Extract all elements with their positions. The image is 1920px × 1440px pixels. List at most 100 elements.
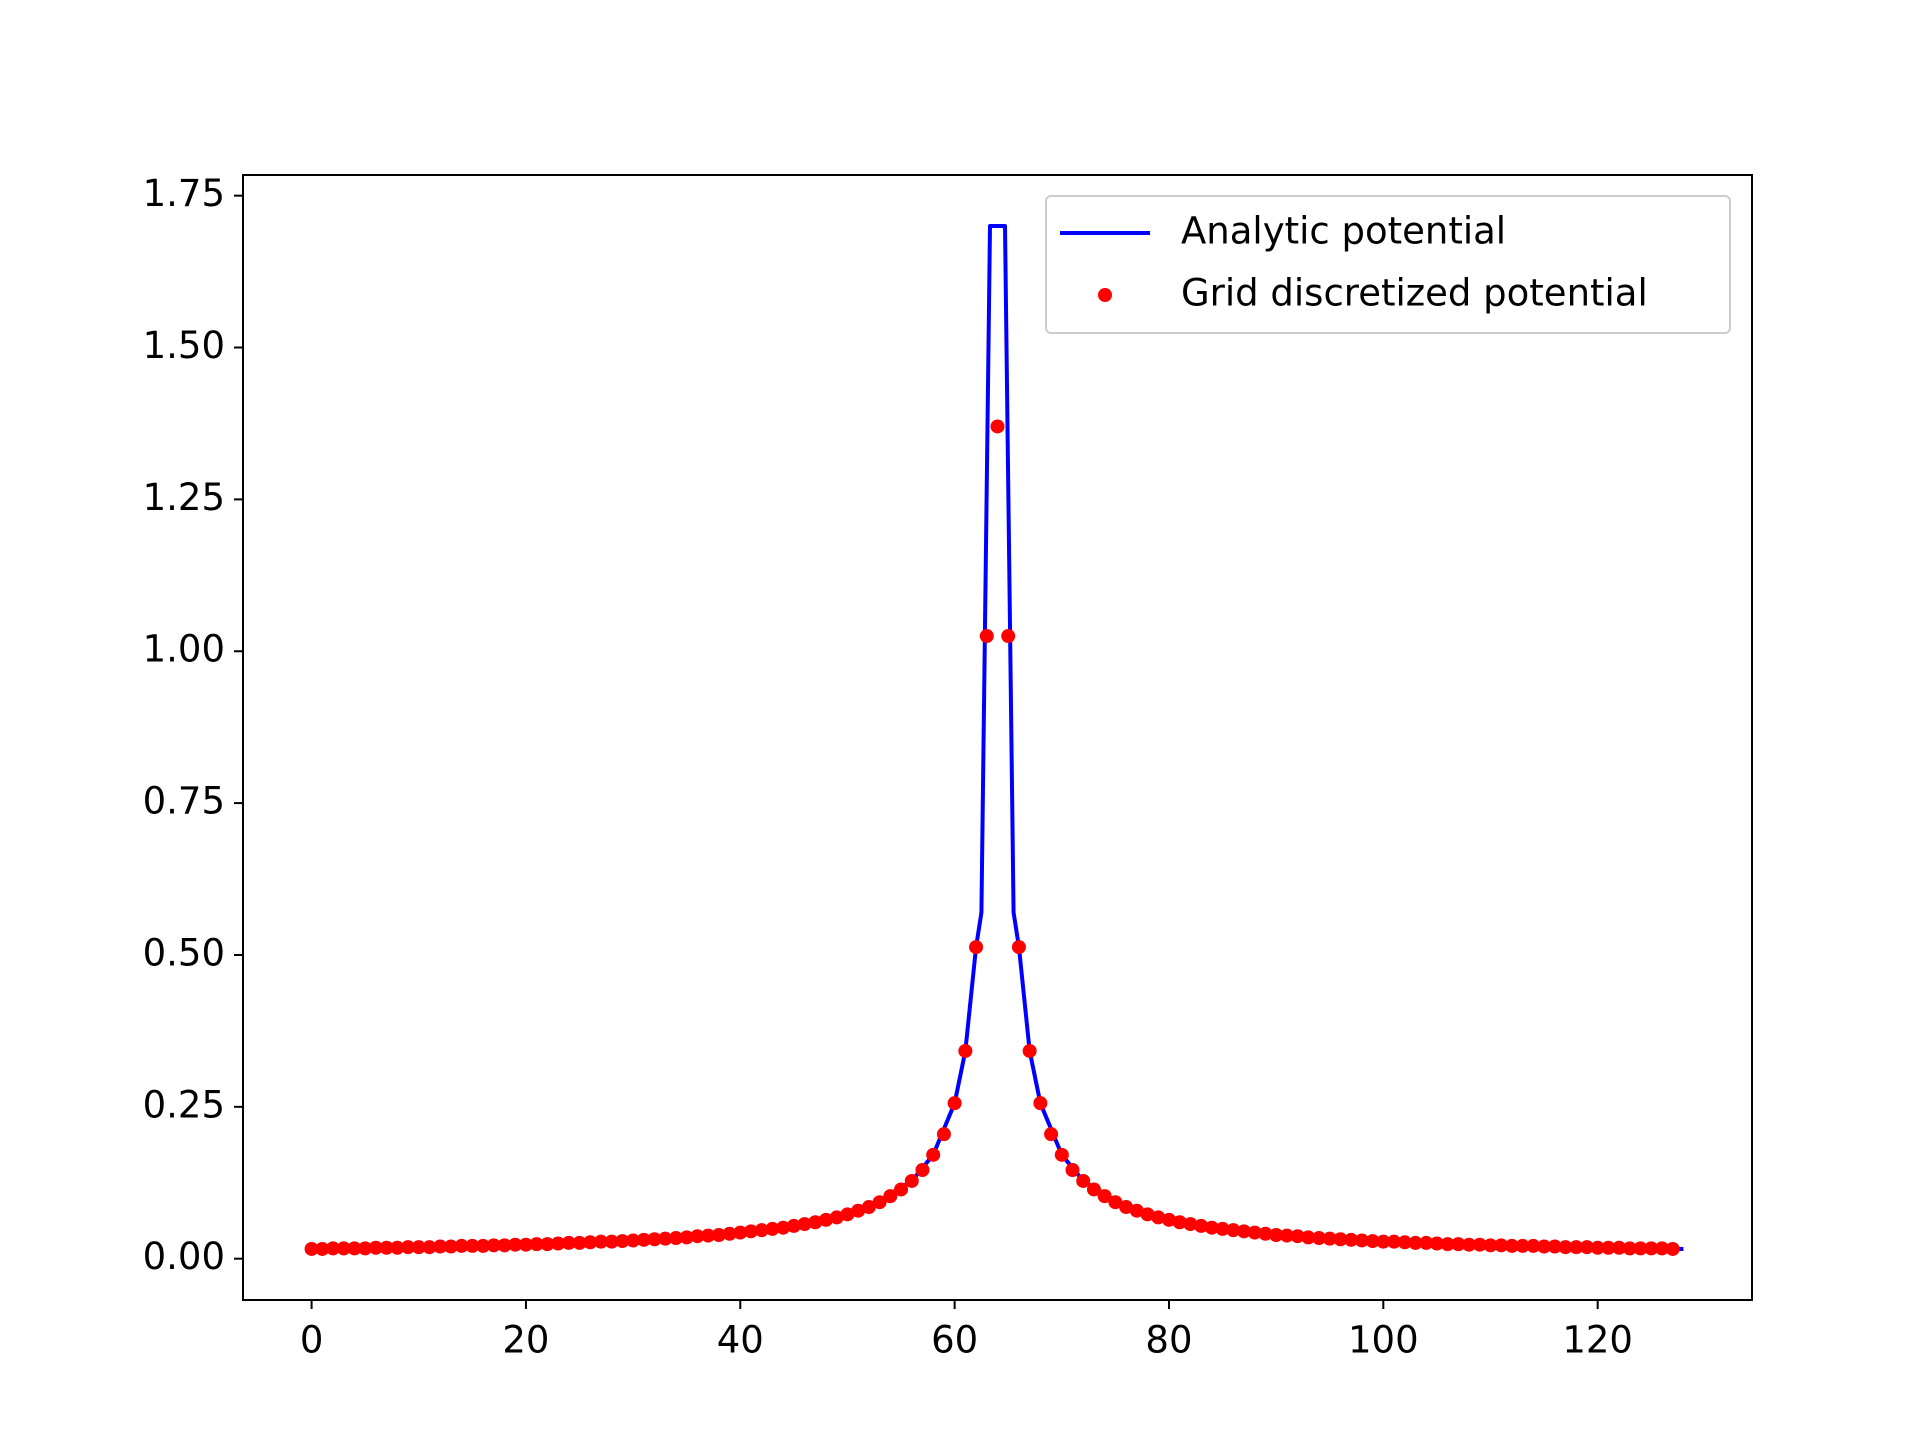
data-point <box>1108 1195 1123 1210</box>
data-point <box>1119 1200 1134 1215</box>
data-point <box>797 1217 812 1232</box>
data-point <box>583 1235 598 1250</box>
data-point <box>379 1240 394 1255</box>
data-point <box>1494 1238 1509 1253</box>
data-point <box>615 1234 630 1249</box>
data-point <box>947 1096 962 1111</box>
data-point <box>1129 1203 1144 1218</box>
data-point <box>1065 1163 1080 1178</box>
data-point <box>1236 1224 1251 1239</box>
data-point <box>1472 1237 1487 1252</box>
y-tick-label: 0.75 <box>143 780 225 823</box>
data-point <box>1601 1240 1616 1255</box>
data-point <box>1086 1182 1101 1197</box>
data-point <box>1419 1235 1434 1250</box>
data-point <box>1654 1241 1669 1256</box>
data-point <box>894 1182 909 1197</box>
data-point <box>326 1241 341 1256</box>
y-tick-label: 1.75 <box>143 172 225 215</box>
data-point <box>1376 1234 1391 1249</box>
data-point <box>604 1234 619 1249</box>
data-point <box>422 1240 437 1255</box>
data-point <box>733 1225 748 1240</box>
data-point <box>1344 1232 1359 1247</box>
data-point <box>551 1236 566 1251</box>
data-point <box>1269 1228 1284 1243</box>
y-tick-label: 0.00 <box>143 1235 225 1278</box>
data-point <box>304 1241 319 1256</box>
data-point <box>443 1239 458 1254</box>
data-point <box>711 1228 726 1243</box>
data-point <box>518 1237 533 1252</box>
data-point <box>808 1215 823 1230</box>
data-point <box>754 1223 769 1238</box>
x-tick-label: 100 <box>1348 1319 1419 1362</box>
data-point <box>722 1226 737 1241</box>
x-tick-label: 60 <box>931 1319 978 1362</box>
data-point <box>690 1229 705 1244</box>
data-point <box>1247 1225 1262 1240</box>
data-point <box>969 940 984 955</box>
data-point <box>904 1173 919 1188</box>
data-point <box>1397 1235 1412 1250</box>
data-point <box>1054 1147 1069 1162</box>
data-point <box>1022 1043 1037 1058</box>
data-point <box>626 1233 641 1248</box>
data-point <box>347 1241 362 1256</box>
y-tick-label: 1.50 <box>143 324 225 367</box>
data-point <box>1644 1241 1659 1256</box>
data-point <box>497 1238 512 1253</box>
data-point <box>1290 1229 1305 1244</box>
data-point <box>1033 1096 1048 1111</box>
data-point <box>636 1232 651 1247</box>
data-point <box>872 1195 887 1210</box>
data-point <box>315 1241 330 1256</box>
data-point <box>1451 1237 1466 1252</box>
legend-swatch <box>1098 288 1112 302</box>
data-point <box>1526 1238 1541 1253</box>
data-point <box>1301 1230 1316 1245</box>
data-point <box>1408 1235 1423 1250</box>
data-point <box>1665 1241 1680 1256</box>
data-point <box>336 1241 351 1256</box>
data-point <box>658 1231 673 1246</box>
data-point <box>840 1207 855 1222</box>
data-point <box>1097 1189 1112 1204</box>
data-point <box>1151 1210 1166 1225</box>
x-tick-label: 80 <box>1145 1319 1192 1362</box>
legend-box <box>1045 195 1731 334</box>
data-point <box>1011 940 1026 955</box>
data-point <box>1194 1218 1209 1233</box>
data-point <box>1215 1221 1230 1236</box>
data-point <box>1387 1234 1402 1249</box>
data-point <box>1547 1239 1562 1254</box>
data-point <box>1172 1215 1187 1230</box>
data-point <box>1258 1226 1273 1241</box>
data-point <box>679 1230 694 1245</box>
data-point <box>1633 1241 1648 1256</box>
x-tick-label: 120 <box>1562 1319 1633 1362</box>
data-point <box>1076 1173 1091 1188</box>
data-point <box>990 419 1005 434</box>
data-point <box>668 1231 683 1246</box>
data-point <box>1204 1220 1219 1235</box>
data-point <box>561 1235 576 1250</box>
plot-frame <box>242 174 1753 1301</box>
data-point <box>476 1238 491 1253</box>
x-tick-label: 20 <box>502 1319 549 1362</box>
data-point <box>433 1239 448 1254</box>
data-point <box>390 1240 405 1255</box>
data-point <box>744 1224 759 1239</box>
data-point <box>915 1163 930 1178</box>
data-point <box>1279 1228 1294 1243</box>
data-point <box>1440 1237 1455 1252</box>
data-point <box>508 1237 523 1252</box>
data-point <box>1462 1237 1477 1252</box>
data-point <box>1365 1234 1380 1249</box>
data-point <box>1161 1212 1176 1227</box>
data-point <box>1569 1240 1584 1255</box>
data-point <box>786 1218 801 1233</box>
data-point <box>1515 1238 1530 1253</box>
data-point <box>958 1043 973 1058</box>
